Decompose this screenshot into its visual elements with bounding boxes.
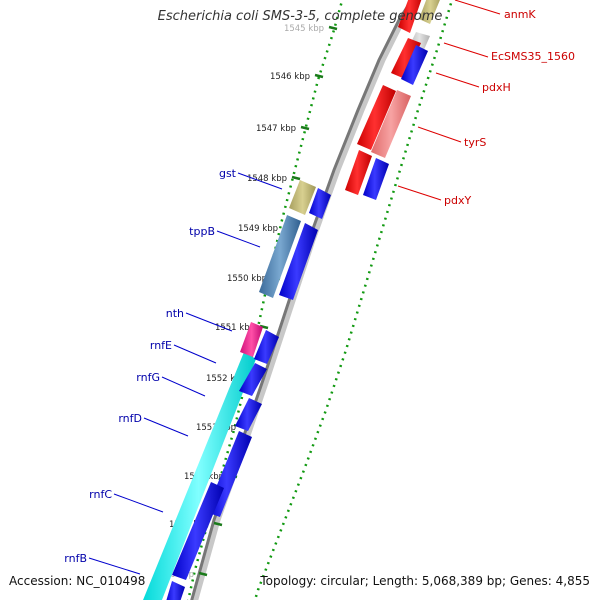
dotted-ring-outer — [253, 0, 454, 600]
leader-line — [173, 344, 217, 364]
leader-line — [143, 417, 189, 437]
tick-label: 1545 kbp — [284, 24, 324, 34]
cds-arrow — [254, 330, 279, 364]
leader-line — [185, 312, 233, 332]
leader-line — [417, 126, 462, 143]
gene-tppB-block — [259, 215, 301, 298]
cds-arrow — [357, 85, 396, 150]
tick-label: 1549 kbp — [238, 224, 278, 234]
gene-label-EcSMS35_1560[interactable]: EcSMS35_1560 — [491, 50, 575, 63]
gene-gst-block — [289, 180, 316, 215]
tick-label: 1548 kbp — [247, 174, 287, 184]
leader-line — [454, 0, 501, 15]
tick-mark — [300, 125, 310, 131]
cds-arrow — [309, 188, 331, 219]
tick-marks: 1545 kbp 1546 kbp 1547 kbp 1548 kbp 1549 kbp… — [154, 24, 338, 580]
leader-line — [216, 230, 261, 248]
gene-label-rnfC[interactable]: rnfC — [89, 488, 112, 501]
tick-label: 1550 kbp — [227, 274, 267, 284]
gene-label-rnfG[interactable]: rnfG — [136, 371, 160, 384]
right-gene-labels: anmK EcSMS35_1560 pdxH tyrS pdxY — [444, 8, 575, 207]
cds-arrow — [345, 150, 372, 195]
gene-label-rnfE[interactable]: rnfE — [150, 339, 172, 352]
map-title: Escherichia coli SMS-3-5, complete genom… — [157, 9, 443, 24]
leader-line — [397, 185, 442, 201]
gene-label-nth[interactable]: nth — [166, 307, 184, 320]
gene-label-tppB[interactable]: tppB — [189, 225, 215, 238]
tick-mark — [213, 521, 223, 527]
gene-label-anmK[interactable]: anmK — [504, 8, 536, 21]
cds-arrow — [398, 0, 422, 33]
left-features — [166, 180, 331, 600]
gene-label-rnfB[interactable]: rnfB — [64, 552, 87, 565]
left-gene-labels: gst tppB nth rnfE rnfG rnfD rnfC rnfB — [64, 167, 236, 565]
tick-label: 1552 kbp — [206, 374, 246, 384]
tick-label: 1546 kbp — [270, 72, 310, 82]
leader-line — [161, 376, 206, 397]
cds-arrow — [419, 0, 440, 24]
right-features — [345, 0, 440, 200]
cds-arrow — [239, 363, 267, 396]
leader-line — [113, 493, 164, 513]
cds-arrow — [279, 223, 318, 300]
cds-arrow — [401, 45, 428, 85]
tick-label: 1547 kbp — [256, 124, 296, 134]
tick-label: 1551 kbp — [215, 323, 255, 333]
genome-stats-label: Topology: circular; Length: 5,068,389 bp… — [260, 574, 590, 588]
tick-mark — [314, 73, 324, 79]
cds-arrow — [391, 38, 421, 79]
tick-mark — [328, 25, 338, 31]
gene-label-rnfD[interactable]: rnfD — [118, 412, 142, 425]
right-leaders — [397, 0, 501, 201]
tick-mark — [291, 175, 301, 181]
gene-nth-block — [240, 322, 263, 357]
cds-arrow — [172, 482, 224, 580]
tick-mark — [198, 571, 208, 577]
leader-line — [237, 172, 283, 190]
left-leaders — [88, 172, 283, 575]
gene-label-gst[interactable]: gst — [219, 167, 237, 180]
gene-label-pdxY[interactable]: pdxY — [444, 194, 471, 207]
leader-line — [435, 72, 480, 88]
cds-arrow — [166, 581, 185, 600]
cds-arrow — [371, 90, 411, 158]
accession-label: Accession: NC_010498 — [9, 574, 146, 588]
cds-arrow — [235, 398, 262, 431]
cds-arrow — [363, 158, 389, 200]
gene-label-pdxH[interactable]: pdxH — [482, 81, 511, 94]
leader-line — [443, 42, 489, 58]
rnf-operon-bar — [143, 352, 256, 600]
gene-label-tyrS[interactable]: tyrS — [464, 136, 486, 149]
leader-line — [88, 557, 141, 575]
